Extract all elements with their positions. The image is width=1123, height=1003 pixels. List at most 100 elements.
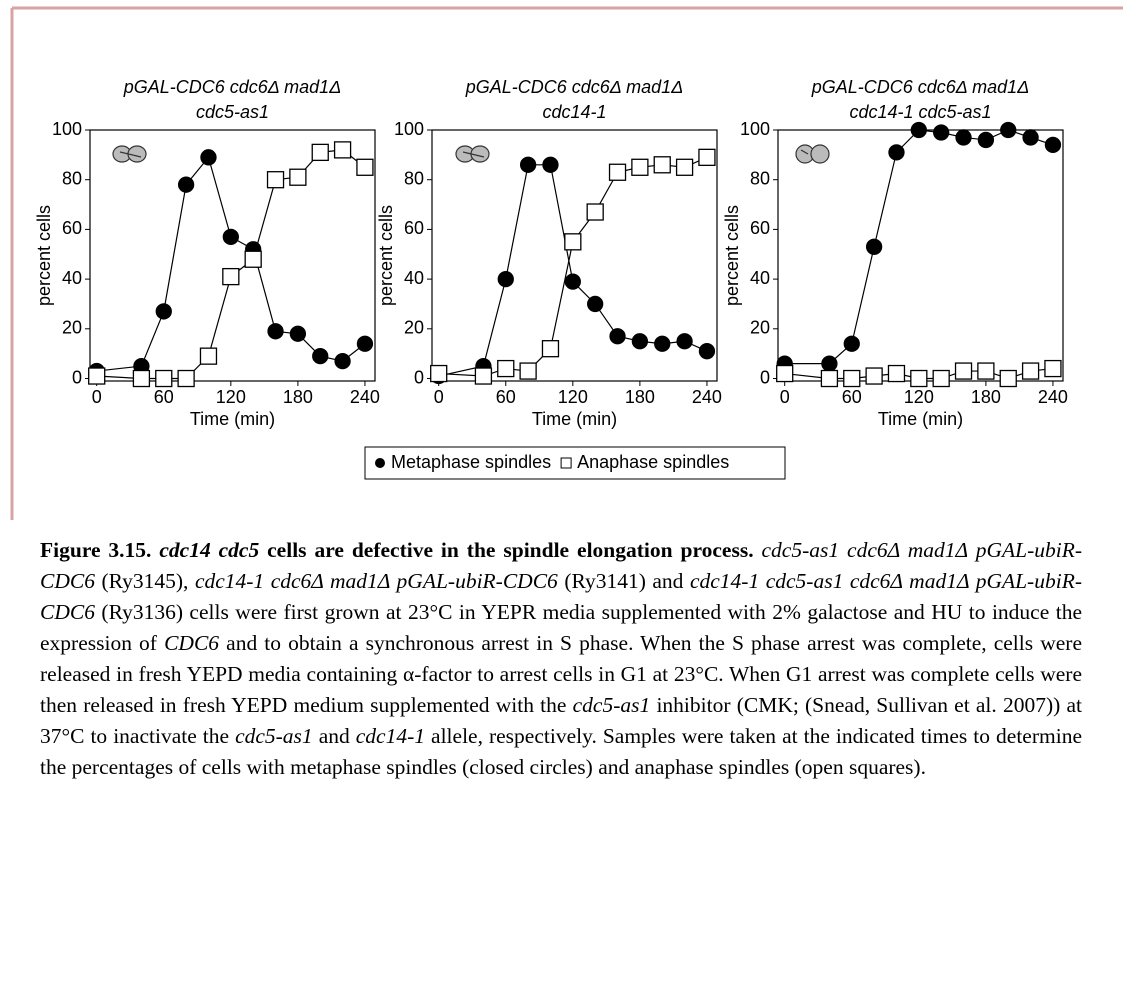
point-marker [865, 238, 883, 255]
point-marker [519, 156, 537, 173]
caption-text: Figure 3.15. [40, 538, 160, 562]
y-tick-label: 0 [414, 367, 424, 387]
chart-title: pGAL-CDC6 cdc6Δ mad1Δ [123, 77, 342, 97]
point-marker [1000, 121, 1017, 139]
point-marker [932, 369, 950, 388]
point-marker [311, 143, 329, 162]
point-marker [289, 168, 307, 186]
plot-frame [777, 129, 1064, 382]
point-marker [609, 328, 626, 345]
y-tick-label: 20 [404, 318, 424, 338]
caption-text: (Ry3145), [94, 569, 195, 593]
point-marker [865, 367, 883, 385]
legend-marker [560, 457, 572, 469]
point-marker [356, 335, 374, 352]
point-marker [430, 364, 448, 383]
point-marker [222, 267, 240, 286]
point-marker [542, 156, 559, 173]
point-marker [977, 131, 995, 149]
point-marker [586, 203, 604, 221]
x-tick-label: 0 [434, 387, 444, 407]
figure: pGAL-CDC6 cdc6Δ mad1Δ cdc5-as1 0 20 40 60 80 10… [10, 6, 1123, 520]
point-marker [821, 355, 838, 372]
legend-marker [375, 458, 385, 468]
y-tick-label: 60 [750, 218, 770, 238]
point-marker [955, 129, 972, 146]
x-tick-label: 120 [216, 387, 246, 407]
point-marker [200, 149, 217, 166]
x-tick-label: 120 [904, 387, 934, 407]
point-marker [474, 367, 493, 385]
caption-text: CDC6 [164, 631, 220, 655]
point-marker [587, 295, 604, 313]
point-marker [334, 352, 351, 370]
point-marker [177, 176, 195, 193]
chart-title: cdc14-1 cdc5-as1 [849, 102, 991, 122]
chart-title: cdc14-1 [542, 102, 606, 122]
point-marker [820, 369, 839, 388]
point-marker [843, 369, 861, 388]
plot-frame [431, 129, 718, 382]
point-marker [653, 156, 671, 174]
point-marker [312, 347, 329, 365]
x-axis-label: Time (min) [878, 409, 963, 429]
cell-icon [112, 144, 830, 164]
plot-frame [89, 129, 376, 382]
point-marker [266, 171, 285, 189]
series-line [96, 149, 366, 380]
x-tick-label: 60 [842, 387, 862, 407]
y-axis-label: percent cells [722, 205, 742, 306]
x-tick-label: 60 [496, 387, 516, 407]
y-tick-label: 20 [62, 318, 82, 338]
x-tick-label: 240 [1038, 387, 1068, 407]
x-tick-label: 0 [780, 387, 790, 407]
point-marker [155, 303, 172, 320]
point-marker [887, 364, 906, 383]
point-marker [954, 362, 973, 380]
point-marker [564, 233, 582, 251]
y-tick-label: 40 [404, 268, 424, 288]
x-tick-label: 0 [92, 387, 102, 407]
point-marker [654, 335, 671, 352]
caption-text: cdc5-as1 [572, 693, 651, 717]
point-marker [888, 144, 905, 161]
x-tick-label: 240 [692, 387, 722, 407]
point-marker [497, 359, 515, 378]
point-marker [177, 369, 195, 388]
point-marker [541, 340, 560, 358]
point-marker [244, 250, 262, 268]
point-marker [675, 158, 694, 176]
point-marker [910, 369, 928, 388]
y-tick-label: 80 [404, 168, 424, 188]
point-marker [497, 270, 514, 288]
x-tick-label: 180 [625, 387, 655, 407]
caption-text: and to obtain a synchronous arrest in S … [40, 631, 1082, 717]
y-tick-label: 40 [750, 268, 770, 288]
point-marker [698, 148, 716, 166]
chart-title: pGAL-CDC6 cdc6Δ mad1Δ [811, 77, 1030, 97]
caption-text: allele, respectively. Samples were taken… [40, 724, 1082, 779]
point-marker [289, 325, 307, 342]
point-marker [564, 273, 581, 290]
point-marker [676, 333, 693, 350]
caption-text: cdc14 cdc5 [159, 538, 260, 562]
point-marker [1022, 129, 1039, 146]
series-line [96, 156, 366, 372]
point-marker [356, 158, 374, 176]
y-tick-label: 40 [62, 268, 82, 288]
point-marker [631, 158, 649, 176]
x-tick-label: 180 [971, 387, 1001, 407]
point-marker [519, 362, 537, 380]
point-marker [222, 228, 239, 246]
caption-text: and [312, 724, 356, 748]
point-marker [698, 343, 716, 360]
y-tick-label: 80 [62, 168, 82, 188]
y-tick-label: 0 [760, 367, 770, 387]
point-marker [132, 369, 151, 388]
y-tick-label: 0 [72, 367, 82, 387]
point-marker [999, 369, 1017, 388]
point-marker [155, 369, 173, 388]
point-marker [933, 124, 950, 141]
caption-text: (Ry3141) and [557, 569, 690, 593]
caption-text: cdc14-1 [355, 724, 426, 748]
